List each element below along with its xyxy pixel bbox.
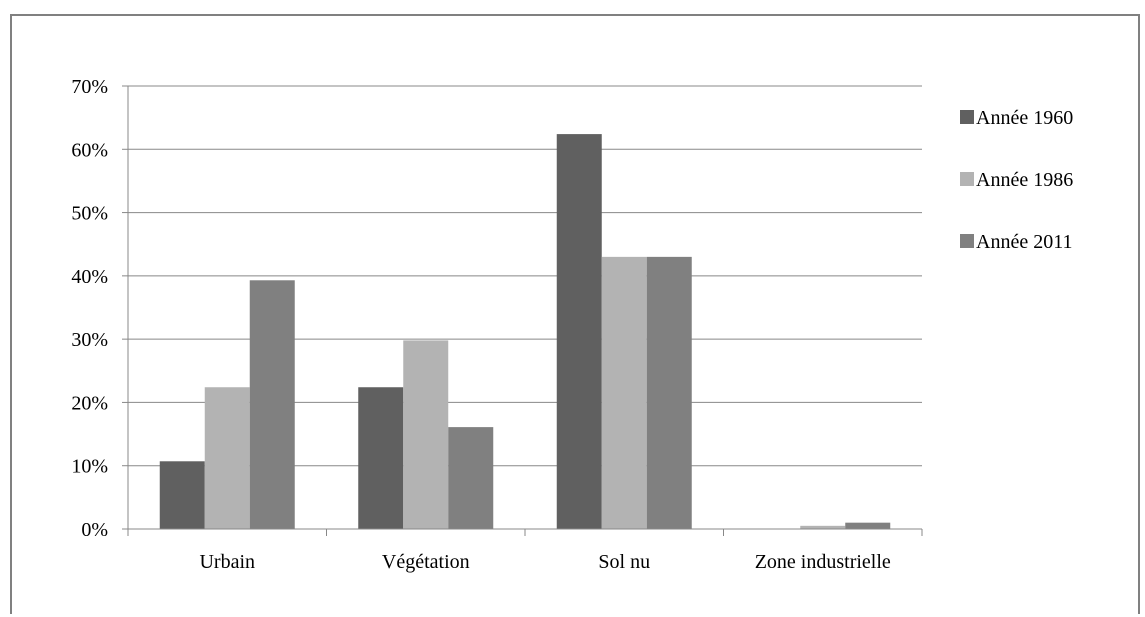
x-tick-label: Zone industrielle [755, 551, 891, 573]
legend-swatch [960, 110, 974, 124]
bar-3-4 [845, 522, 891, 529]
bar-2-1 [204, 387, 250, 529]
bar-3-2 [448, 427, 494, 529]
legend: Année 1960 Année 1986 Année 2011 [960, 107, 1073, 253]
x-tick-label: Végétation [382, 551, 470, 573]
bar-2-3 [601, 256, 647, 529]
legend-label: Année 2011 [976, 231, 1072, 253]
bar-1-1 [159, 461, 205, 529]
bar-1-3 [556, 134, 602, 529]
bar-2-4 [800, 525, 846, 529]
x-tick-label: Sol nu [598, 551, 650, 573]
legend-label: Année 1960 [976, 107, 1073, 129]
legend-swatch [960, 234, 974, 248]
axes [122, 85, 923, 536]
y-tick-label: 20% [71, 392, 108, 414]
bar-3-1 [249, 280, 295, 529]
y-tick-label: 30% [71, 329, 108, 351]
bars [159, 134, 891, 529]
y-tick-label: 70% [71, 76, 108, 98]
y-tick-label: 50% [71, 203, 108, 225]
legend-label: Année 1986 [976, 169, 1073, 191]
bar-1-2 [358, 387, 404, 529]
y-tick-label: 40% [71, 266, 108, 288]
bar-2-2 [403, 340, 449, 529]
x-tick-label: Urbain [199, 551, 255, 573]
y-tick-label: 10% [71, 456, 108, 478]
bar-3-3 [646, 256, 692, 529]
y-tick-labels: 0% 10% 20% 30% 40% 50% 60% 70% [71, 76, 108, 541]
y-tick-label: 0% [81, 519, 108, 541]
legend-swatch [960, 172, 974, 186]
y-tick-label: 60% [71, 139, 108, 161]
chart-frame [10, 14, 1140, 614]
x-tick-labels: Urbain Végétation Sol nu Zone industrielle [199, 551, 890, 573]
